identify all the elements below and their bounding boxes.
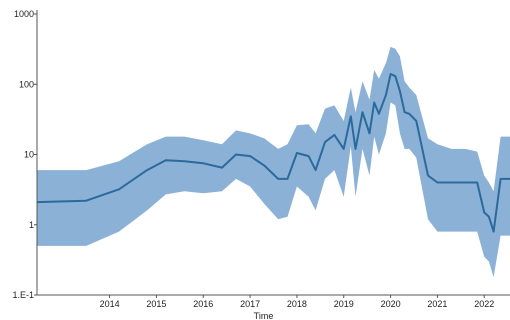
x-tick-label: 2020 <box>381 299 401 309</box>
median-line <box>36 73 510 233</box>
x-tick-label: 2021 <box>427 299 447 309</box>
x-tick-label: 2018 <box>287 299 307 309</box>
y-tick-label: 1 <box>29 220 34 230</box>
x-tick-label: 2019 <box>334 299 354 309</box>
x-tick-label: 2017 <box>240 299 260 309</box>
axes <box>36 10 510 296</box>
y-tick-label: 1000 <box>14 9 34 19</box>
x-tick-label: 2014 <box>100 299 120 309</box>
y-axis-ticks: 1.E-1 1 10 100 1000 <box>12 9 37 300</box>
y-tick-label: 1.E-1 <box>12 290 34 300</box>
y-tick-label: 100 <box>19 79 34 89</box>
x-tick-label: 2022 <box>474 299 494 309</box>
x-tick-label: 2015 <box>146 299 166 309</box>
confidence-band-layer <box>37 46 510 278</box>
median-line-layer <box>36 73 510 233</box>
confidence-band <box>37 46 510 278</box>
x-tick-label: 2016 <box>193 299 213 309</box>
x-axis-ticks: 2014 2015 2016 2017 2018 2019 2020 2021 2022 <box>100 295 494 309</box>
x-axis-label: Time <box>254 311 274 320</box>
y-tick-label: 10 <box>24 150 34 160</box>
